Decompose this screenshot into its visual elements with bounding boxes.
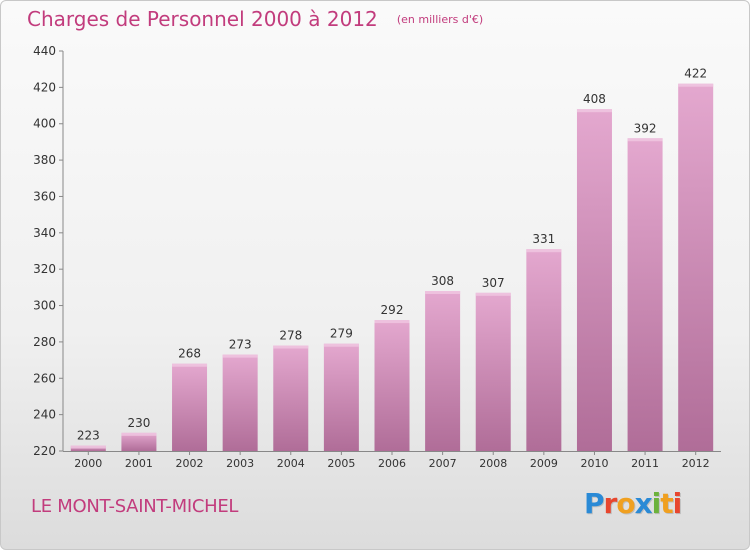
y-tick-label: 340: [33, 226, 56, 240]
value-label-2002: 268: [178, 347, 201, 361]
x-tick-label-2009: 2009: [530, 457, 558, 470]
logo-letter: i: [672, 487, 683, 520]
value-label-2006: 292: [381, 303, 404, 317]
y-tick-label: 440: [33, 44, 56, 58]
value-label-2000: 223: [77, 429, 100, 443]
bar-2005: [323, 343, 359, 451]
bar-2010: [576, 109, 612, 451]
chart-subtitle: (en milliers d'€): [396, 13, 484, 26]
bar-2011: [627, 138, 663, 452]
bar-highlight: [121, 432, 157, 436]
value-label-2009: 331: [532, 232, 555, 246]
bar-2006: [374, 320, 410, 451]
bar-highlight: [323, 343, 359, 347]
bar-highlight: [627, 138, 663, 142]
logo-letter: o: [616, 487, 635, 520]
x-tick-label-2007: 2007: [429, 457, 457, 470]
bar-2009: [526, 249, 562, 451]
proxiti-logo: Proxiti: [584, 487, 683, 520]
value-label-2012: 422: [684, 67, 707, 81]
value-label-2001: 230: [127, 416, 150, 430]
bar-highlight: [576, 109, 612, 113]
x-tick-label-2012: 2012: [682, 457, 710, 470]
bar-2008: [475, 292, 511, 451]
y-tick-label: 320: [33, 262, 56, 276]
x-tick-label-2002: 2002: [176, 457, 204, 470]
bar-highlight: [526, 249, 562, 253]
bar-highlight: [70, 445, 106, 449]
x-tick-label-2004: 2004: [277, 457, 305, 470]
logo-letter: i: [651, 487, 662, 520]
bar-highlight: [475, 292, 511, 296]
logo-letter: P: [584, 487, 605, 520]
axes: 220 240 260 280 300 320 340 360 380 400 420 440 2000…: [33, 44, 721, 470]
bar-highlight: [425, 291, 461, 294]
y-tick-label: 400: [33, 117, 56, 131]
bar-2012: [678, 83, 714, 452]
value-label-2007: 308: [431, 274, 454, 288]
x-tick-label-2003: 2003: [226, 457, 254, 470]
bar-2001: [121, 432, 157, 451]
bar-highlight: [374, 320, 410, 324]
x-tick-label-2005: 2005: [327, 457, 355, 470]
bar-highlight: [222, 354, 258, 358]
value-label-2005: 279: [330, 327, 353, 341]
bar-highlight: [678, 83, 714, 87]
commune-name: LE MONT-SAINT-MICHEL: [31, 496, 239, 517]
bar-2003: [222, 354, 258, 451]
y-tick-label: 260: [33, 371, 56, 385]
bars-group: [70, 83, 714, 452]
bar-2004: [273, 345, 309, 451]
y-tick-label: 280: [33, 335, 56, 349]
y-tick-label: 360: [33, 189, 56, 203]
title-row: Charges de Personnel 2000 à 2012 (en mil…: [27, 7, 483, 31]
chart-title: Charges de Personnel 2000 à 2012: [27, 7, 378, 31]
value-labels: 223 230 268 273 278 279 292 308 307 331 408 392 422: [77, 67, 707, 443]
x-tick-label-2011: 2011: [631, 457, 659, 470]
y-tick-label: 240: [33, 408, 56, 422]
logo-letter: t: [660, 487, 673, 520]
bar-2007: [425, 291, 461, 451]
y-tick-label: 420: [33, 80, 56, 94]
y-tick-label: 380: [33, 153, 56, 167]
bar-highlight: [273, 345, 309, 349]
x-tick-label-2006: 2006: [378, 457, 406, 470]
y-tick-label: 300: [33, 299, 56, 313]
y-tick-label: 220: [33, 444, 56, 458]
value-label-2010: 408: [583, 92, 606, 106]
value-label-2008: 307: [482, 276, 505, 290]
value-label-2004: 278: [279, 329, 302, 343]
value-label-2011: 392: [634, 121, 657, 135]
logo-letter: r: [603, 487, 618, 520]
x-tick-label-2010: 2010: [580, 457, 608, 470]
bar-2002: [172, 363, 208, 451]
x-tick-label-2000: 2000: [74, 457, 102, 470]
bar-highlight: [172, 363, 208, 367]
logo-letter: x: [634, 487, 653, 520]
x-tick-label-2001: 2001: [125, 457, 153, 470]
value-label-2003: 273: [229, 338, 252, 352]
x-tick-label-2008: 2008: [479, 457, 507, 470]
